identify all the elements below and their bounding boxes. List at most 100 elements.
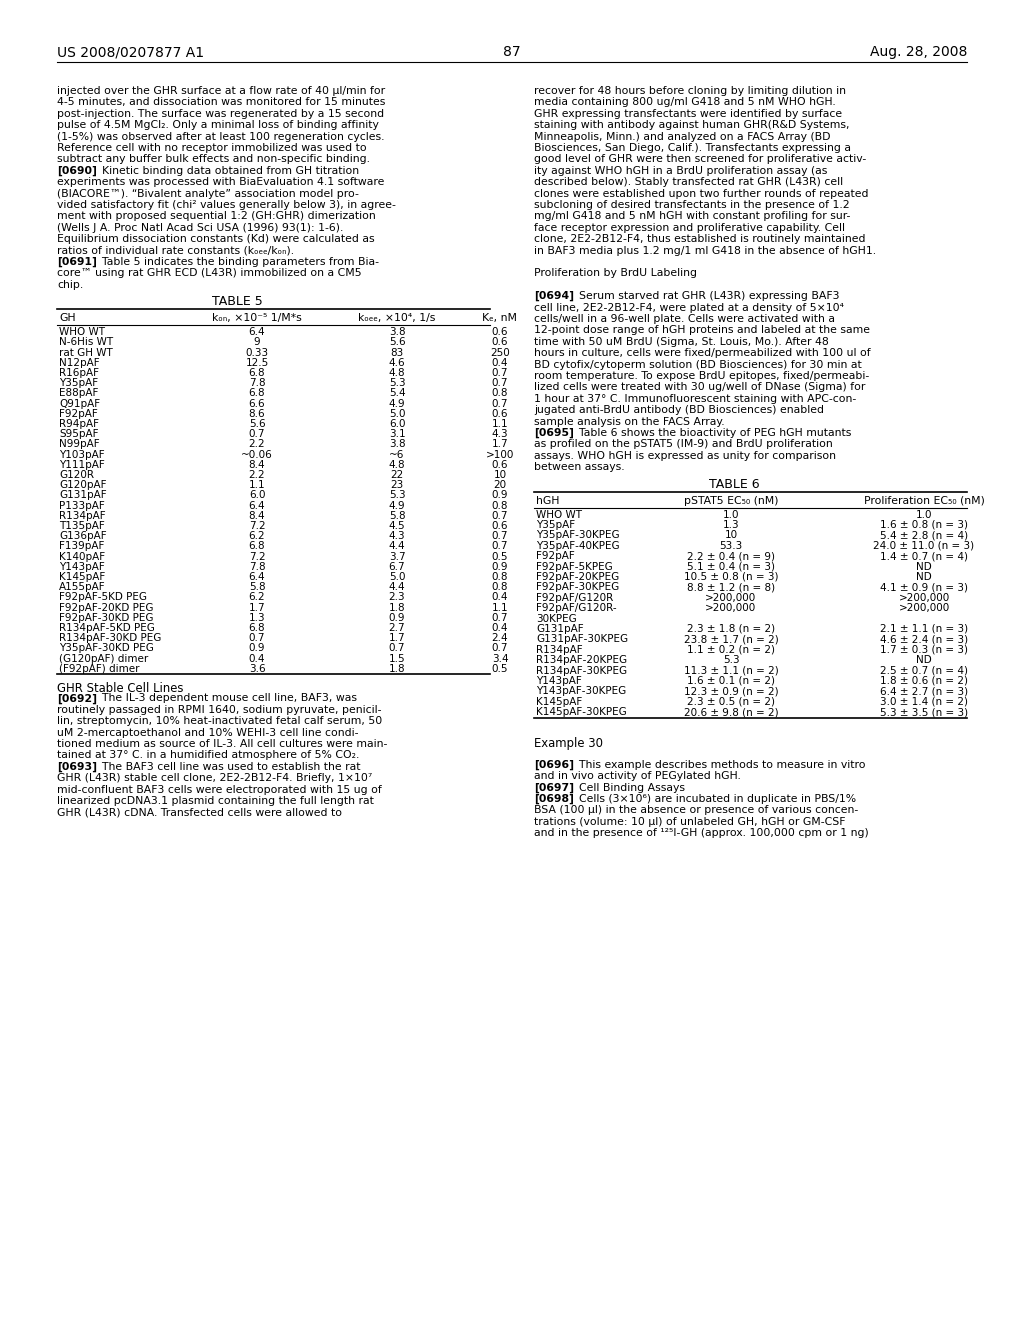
Text: R134pAF-30KD PEG: R134pAF-30KD PEG [59,634,162,643]
Text: R134pAF-30KPEG: R134pAF-30KPEG [536,665,627,676]
Text: 0.9: 0.9 [389,612,406,623]
Text: >200,000: >200,000 [898,603,949,614]
Text: G120R: G120R [59,470,94,480]
Text: core™ using rat GHR ECD (L43R) immobilized on a CM5: core™ using rat GHR ECD (L43R) immobiliz… [57,268,361,279]
Text: experiments was processed with BiaEvaluation 4.1 software: experiments was processed with BiaEvalua… [57,177,384,187]
Text: 20: 20 [494,480,507,490]
Text: subcloning of desired transfectants in the presence of 1.2: subcloning of desired transfectants in t… [534,201,850,210]
Text: 0.4: 0.4 [492,593,508,602]
Text: K145pAF: K145pAF [536,697,583,706]
Text: 250: 250 [490,347,510,358]
Text: 9: 9 [254,338,260,347]
Text: F92pAF/G120R: F92pAF/G120R [536,593,613,603]
Text: cell line, 2E2-2B12-F4, were plated at a density of 5×10⁴: cell line, 2E2-2B12-F4, were plated at a… [534,302,844,313]
Text: 0.8: 0.8 [492,388,508,399]
Text: (1-5%) was observed after at least 100 regeneration cycles.: (1-5%) was observed after at least 100 r… [57,132,384,141]
Text: 5.4: 5.4 [389,388,406,399]
Text: 0.7: 0.7 [492,612,508,623]
Text: (BIACORE™). “Bivalent analyte” association model pro-: (BIACORE™). “Bivalent analyte” associati… [57,189,358,198]
Text: BD cytofix/cytoperm solution (BD Biosciences) for 30 min at: BD cytofix/cytoperm solution (BD Bioscie… [534,359,862,370]
Text: 4.4: 4.4 [389,582,406,593]
Text: Q91pAF: Q91pAF [59,399,100,409]
Text: post-injection. The surface was regenerated by a 15 second: post-injection. The surface was regenera… [57,108,384,119]
Text: and in the presence of ¹²⁵I-GH (approx. 100,000 cpm or 1 ng): and in the presence of ¹²⁵I-GH (approx. … [534,828,868,838]
Text: TABLE 6: TABLE 6 [709,478,760,491]
Text: 3.7: 3.7 [389,552,406,561]
Text: 87: 87 [503,45,521,59]
Text: described below). Stably transfected rat GHR (L43R) cell: described below). Stably transfected rat… [534,177,843,187]
Text: 0.8: 0.8 [492,500,508,511]
Text: F139pAF: F139pAF [59,541,104,552]
Text: 2.2 ± 0.4 (n = 9): 2.2 ± 0.4 (n = 9) [687,552,775,561]
Text: 2.2: 2.2 [249,470,265,480]
Text: R134pAF: R134pAF [536,644,583,655]
Text: TABLE 5: TABLE 5 [212,296,262,308]
Text: 1.7: 1.7 [492,440,508,449]
Text: 5.0: 5.0 [389,409,406,418]
Text: 0.7: 0.7 [492,511,508,521]
Text: jugated anti-BrdU antibody (BD Biosciences) enabled: jugated anti-BrdU antibody (BD Bioscienc… [534,405,824,416]
Text: Y103pAF: Y103pAF [59,450,104,459]
Text: vided satisfactory fit (chi² values generally below 3), in agree-: vided satisfactory fit (chi² values gene… [57,201,396,210]
Text: media containing 800 ug/ml G418 and 5 nM WHO hGH.: media containing 800 ug/ml G418 and 5 nM… [534,98,836,107]
Text: Example 30: Example 30 [534,737,603,750]
Text: F92pAF: F92pAF [536,552,574,561]
Text: kₒₙ, ×10⁻⁵ 1/M*s: kₒₙ, ×10⁻⁵ 1/M*s [212,313,302,323]
Text: mid-confluent BAF3 cells were electroporated with 15 ug of: mid-confluent BAF3 cells were electropor… [57,784,382,795]
Text: 0.7: 0.7 [492,541,508,552]
Text: Serum starved rat GHR (L43R) expressing BAF3: Serum starved rat GHR (L43R) expressing … [565,292,840,301]
Text: 4.9: 4.9 [389,399,406,409]
Text: 0.9: 0.9 [249,643,265,653]
Text: >200,000: >200,000 [706,603,757,614]
Text: N99pAF: N99pAF [59,440,99,449]
Text: 1.4 ± 0.7 (n = 4): 1.4 ± 0.7 (n = 4) [880,552,968,561]
Text: Y35pAF-30KPEG: Y35pAF-30KPEG [536,531,620,540]
Text: 5.8: 5.8 [389,511,406,521]
Text: GHR Stable Cell Lines: GHR Stable Cell Lines [57,682,183,696]
Text: F92pAF/G120R-: F92pAF/G120R- [536,603,616,614]
Text: 1.7: 1.7 [249,603,265,612]
Text: Y111pAF: Y111pAF [59,459,104,470]
Text: GHR (L43R) stable cell clone, 2E2-2B12-F4. Briefly, 1×10⁷: GHR (L43R) stable cell clone, 2E2-2B12-F… [57,774,373,783]
Text: 0.7: 0.7 [492,531,508,541]
Text: 0.7: 0.7 [492,368,508,378]
Text: US 2008/0207877 A1: US 2008/0207877 A1 [57,45,204,59]
Text: 3.0 ± 1.4 (n = 2): 3.0 ± 1.4 (n = 2) [880,697,968,706]
Text: F92pAF-30KPEG: F92pAF-30KPEG [536,582,620,593]
Text: rat GH WT: rat GH WT [59,347,113,358]
Text: 1.8: 1.8 [389,603,406,612]
Text: 10.5 ± 0.8 (n = 3): 10.5 ± 0.8 (n = 3) [684,572,778,582]
Text: 1.7: 1.7 [389,634,406,643]
Text: 1.1: 1.1 [249,480,265,490]
Text: 6.8: 6.8 [249,388,265,399]
Text: 1.7 ± 0.3 (n = 3): 1.7 ± 0.3 (n = 3) [880,644,968,655]
Text: 1.0: 1.0 [723,510,739,520]
Text: 6.0: 6.0 [389,418,406,429]
Text: 1.0: 1.0 [915,510,932,520]
Text: 5.1 ± 0.4 (n = 3): 5.1 ± 0.4 (n = 3) [687,561,775,572]
Text: 1 hour at 37° C. Immunofluorescent staining with APC-con-: 1 hour at 37° C. Immunofluorescent stain… [534,393,856,404]
Text: assays. WHO hGH is expressed as unity for comparison: assays. WHO hGH is expressed as unity fo… [534,451,836,461]
Text: 2.1 ± 1.1 (n = 3): 2.1 ± 1.1 (n = 3) [880,624,968,634]
Text: 6.8: 6.8 [249,623,265,634]
Text: 0.9: 0.9 [492,491,508,500]
Text: BSA (100 μl) in the absence or presence of various concen-: BSA (100 μl) in the absence or presence … [534,805,858,816]
Text: 0.7: 0.7 [389,643,406,653]
Text: ~6: ~6 [389,450,404,459]
Text: 0.6: 0.6 [492,459,508,470]
Text: 3.6: 3.6 [249,664,265,673]
Text: 5.3: 5.3 [389,379,406,388]
Text: T135pAF: T135pAF [59,521,104,531]
Text: 4.4: 4.4 [389,541,406,552]
Text: (Wells J A. Proc Natl Acad Sci USA (1996) 93(1): 1-6).: (Wells J A. Proc Natl Acad Sci USA (1996… [57,223,343,232]
Text: [0697]: [0697] [534,783,574,793]
Text: Table 6 shows the bioactivity of PEG hGH mutants: Table 6 shows the bioactivity of PEG hGH… [565,428,851,438]
Text: [0695]: [0695] [534,428,573,438]
Text: 2.3: 2.3 [389,593,406,602]
Text: 24.0 ± 11.0 (n = 3): 24.0 ± 11.0 (n = 3) [873,541,975,550]
Text: G136pAF: G136pAF [59,531,106,541]
Text: R134pAF-5KD PEG: R134pAF-5KD PEG [59,623,155,634]
Text: ment with proposed sequential 1:2 (GH:GHR) dimerization: ment with proposed sequential 1:2 (GH:GH… [57,211,376,222]
Text: 0.6: 0.6 [492,338,508,347]
Text: G131pAF: G131pAF [59,491,106,500]
